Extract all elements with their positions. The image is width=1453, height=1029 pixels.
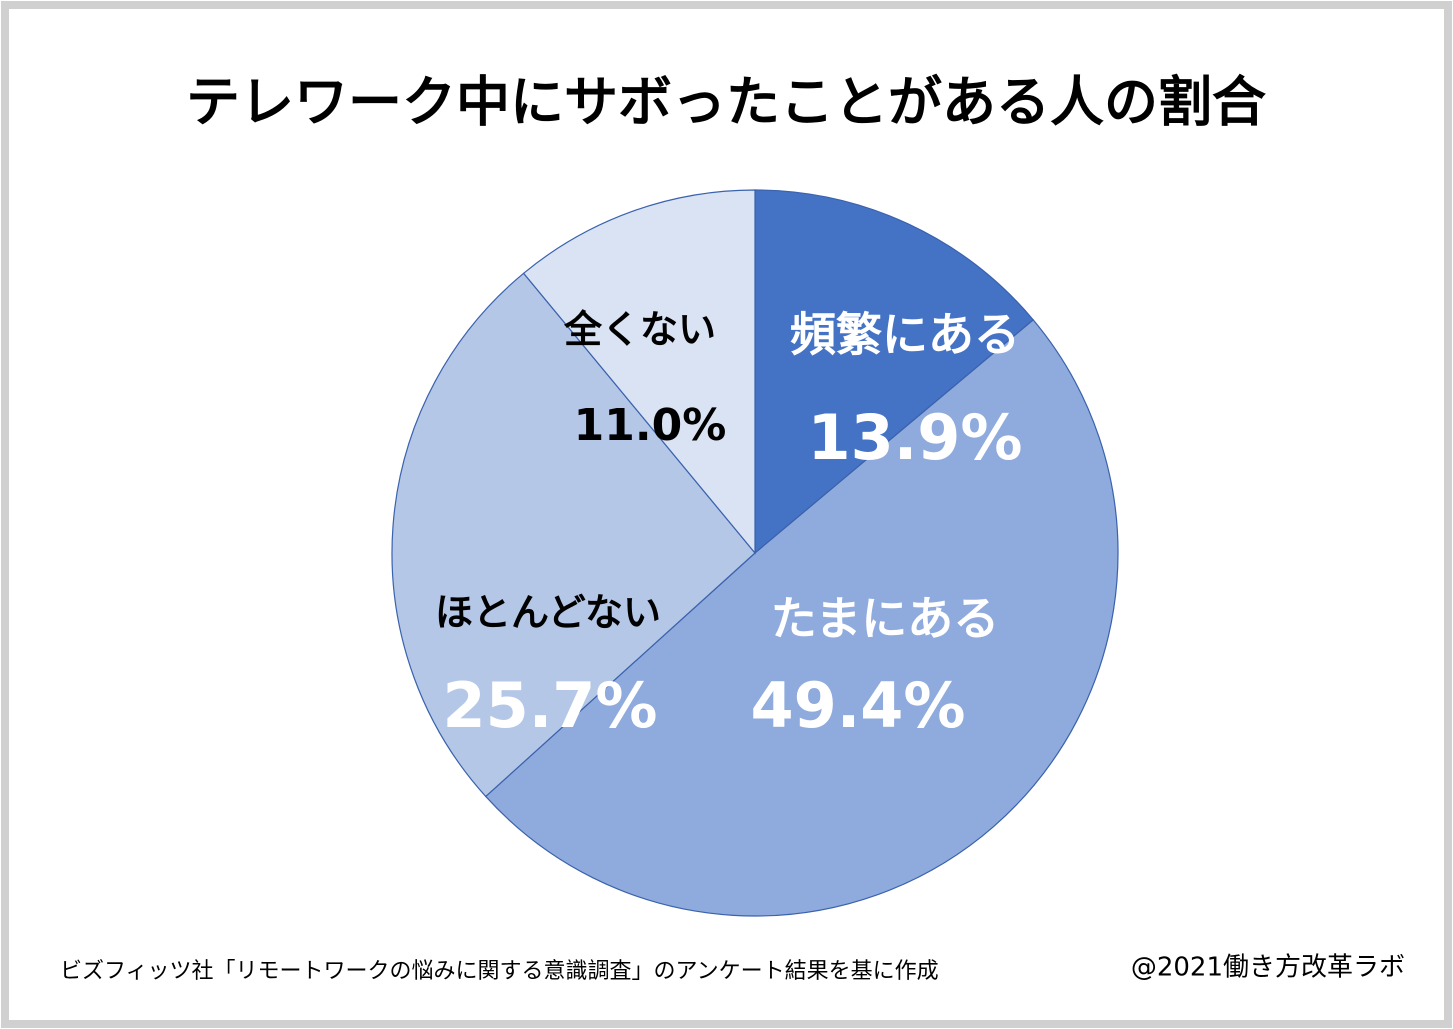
- pie-slice: [522, 189, 756, 555]
- credit: @2021働き方改革ラボ: [1131, 953, 1405, 983]
- pie: 頻繁にある 13.9% たまにある 49.4% ほとんどない 25.7% 全くない 11.0%: [391, 189, 1119, 917]
- value-label: 13.9%: [807, 401, 1022, 474]
- chart-title: テレワーク中にサボったことがある人の割合: [186, 71, 1266, 134]
- pie-slice: [484, 319, 1119, 917]
- source-note: ビズフィッツ社「リモートワークの悩みに関する意識調査」のアンケート結果を基に作成: [60, 959, 939, 984]
- slice-label: 全くない: [563, 308, 716, 352]
- pie-slice: [754, 189, 1035, 555]
- slice-label: ほとんどない: [435, 591, 661, 635]
- slice-label: 頻繁にある: [790, 308, 1020, 362]
- value-label: 11.0%: [574, 400, 727, 451]
- slice-label: たまにある: [771, 592, 1000, 646]
- value-label: 25.7%: [442, 669, 657, 742]
- value-label: 49.4%: [750, 669, 965, 742]
- pie-slice: [391, 272, 756, 798]
